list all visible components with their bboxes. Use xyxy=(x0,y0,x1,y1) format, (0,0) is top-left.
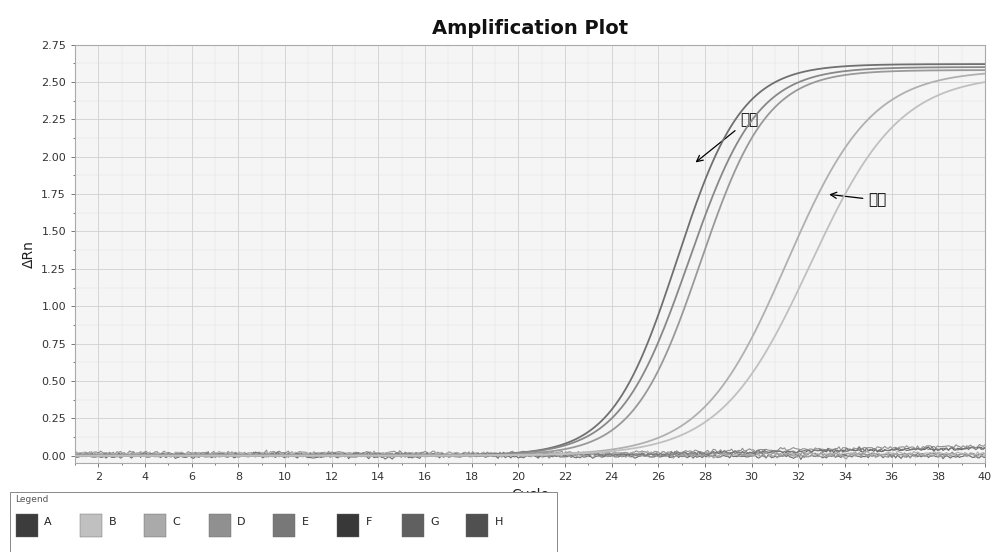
Text: Legend: Legend xyxy=(16,496,49,504)
Text: 红薯: 红薯 xyxy=(697,112,758,162)
FancyBboxPatch shape xyxy=(466,514,488,537)
Y-axis label: ΔRn: ΔRn xyxy=(22,240,36,268)
Text: E: E xyxy=(302,517,308,527)
FancyBboxPatch shape xyxy=(10,492,557,552)
Text: A: A xyxy=(44,517,52,527)
Text: D: D xyxy=(237,517,246,527)
Text: G: G xyxy=(430,517,439,527)
FancyBboxPatch shape xyxy=(273,514,295,537)
X-axis label: Cycle: Cycle xyxy=(511,488,549,502)
Text: 紫薯: 紫薯 xyxy=(830,193,887,208)
FancyBboxPatch shape xyxy=(402,514,424,537)
FancyBboxPatch shape xyxy=(337,514,359,537)
Text: F: F xyxy=(366,517,372,527)
Text: B: B xyxy=(108,517,116,527)
FancyBboxPatch shape xyxy=(80,514,102,537)
Title: Amplification Plot: Amplification Plot xyxy=(432,18,628,37)
FancyBboxPatch shape xyxy=(16,514,38,537)
FancyBboxPatch shape xyxy=(144,514,166,537)
Text: C: C xyxy=(173,517,181,527)
FancyBboxPatch shape xyxy=(209,514,231,537)
Text: H: H xyxy=(495,517,503,527)
